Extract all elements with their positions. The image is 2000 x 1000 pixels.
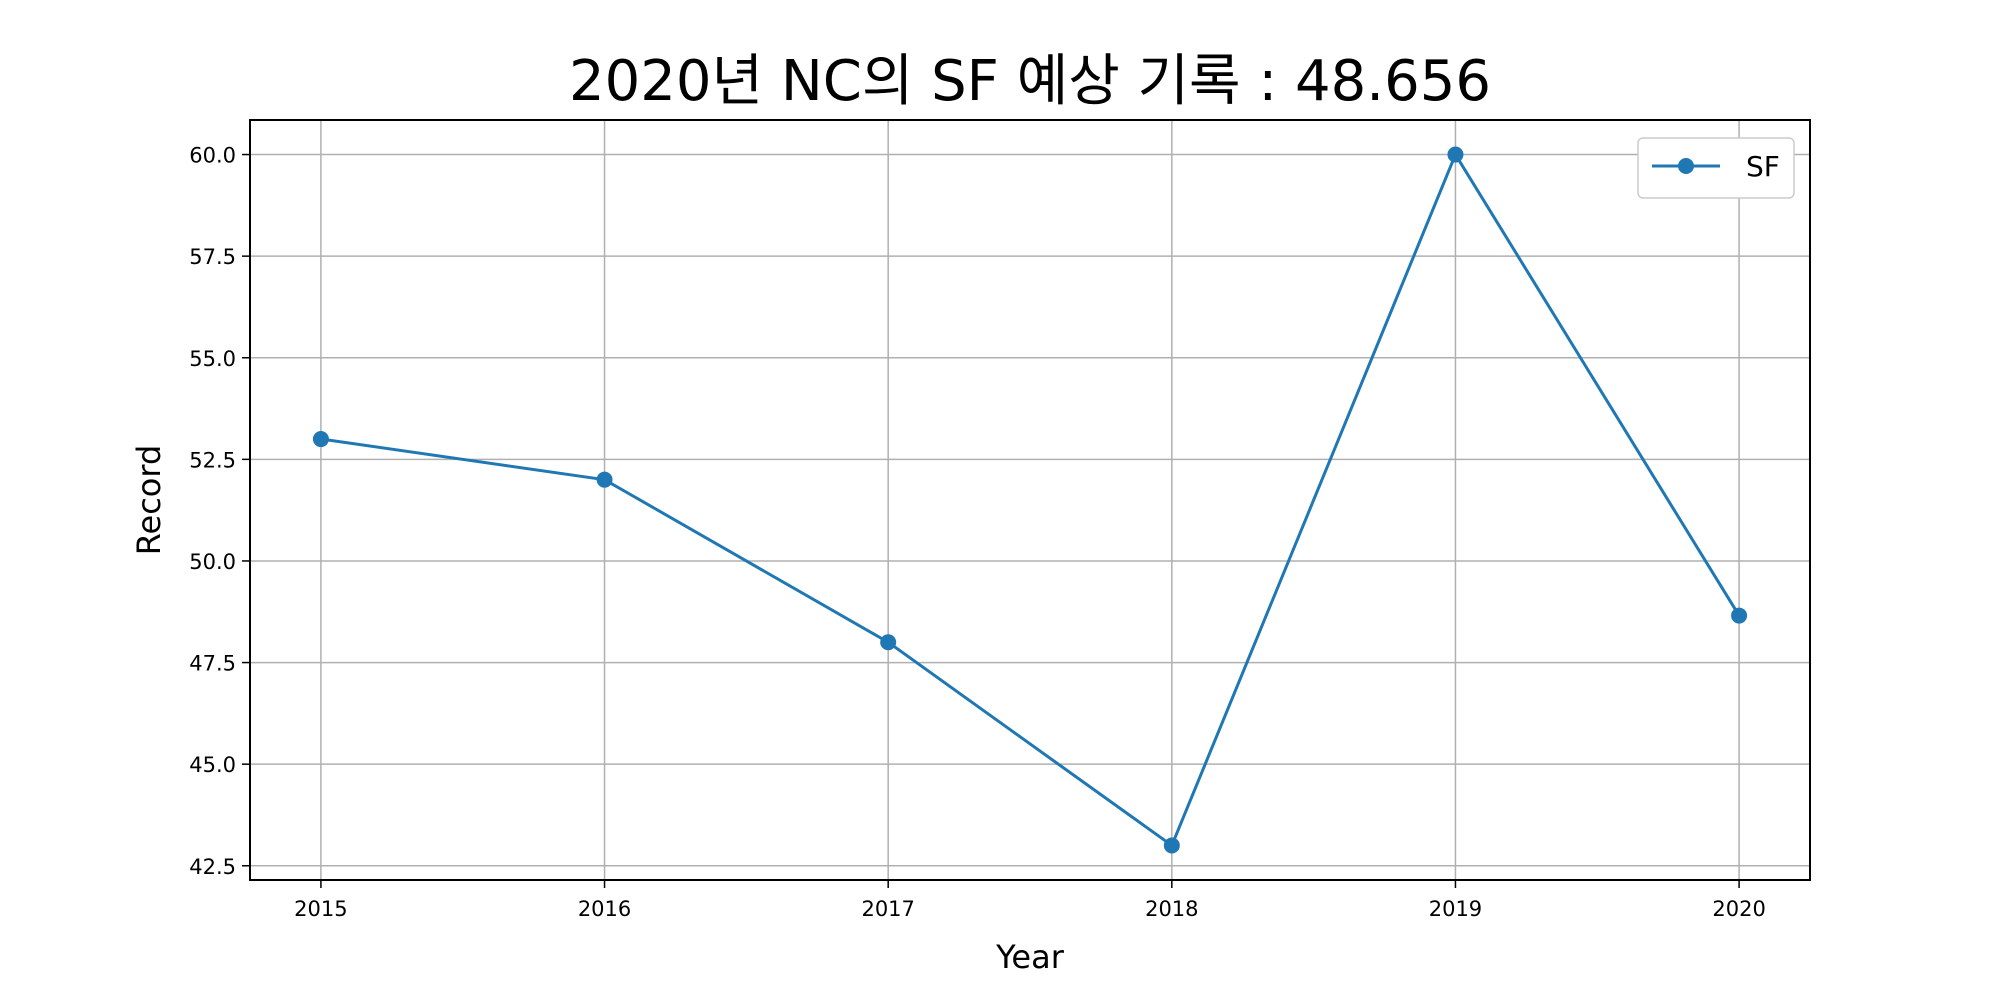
data-point bbox=[1163, 837, 1180, 854]
data-point bbox=[880, 634, 897, 651]
y-tick-label: 60.0 bbox=[189, 144, 236, 168]
x-tick-label: 2018 bbox=[1145, 897, 1198, 921]
y-tick-label: 47.5 bbox=[189, 652, 236, 676]
data-point bbox=[1447, 146, 1464, 163]
series-layer bbox=[312, 146, 1748, 854]
x-tick-label: 2019 bbox=[1429, 897, 1482, 921]
plot-frame bbox=[249, 119, 1811, 881]
x-axis-label: Year bbox=[995, 938, 1065, 976]
y-tick-label: 42.5 bbox=[189, 855, 236, 879]
y-axis-label: Record bbox=[130, 445, 168, 556]
data-point bbox=[596, 471, 613, 488]
y-tick-label: 55.0 bbox=[189, 347, 236, 371]
y-tick-label: 45.0 bbox=[189, 753, 236, 777]
x-tick-label: 2015 bbox=[294, 897, 347, 921]
legend-box bbox=[1637, 137, 1795, 199]
data-point bbox=[1731, 607, 1748, 624]
x-tick-label: 2020 bbox=[1712, 897, 1765, 921]
legend-label-sf: SF bbox=[1746, 150, 1780, 183]
x-tick-label: 2017 bbox=[861, 897, 914, 921]
legend: SF bbox=[1637, 137, 1795, 199]
grid-lines bbox=[250, 120, 1810, 880]
x-tick-label: 2016 bbox=[578, 897, 631, 921]
series-line-sf bbox=[320, 153, 1741, 847]
y-tick-label: 57.5 bbox=[189, 245, 236, 269]
y-tick-label: 52.5 bbox=[189, 448, 236, 472]
chart-title: 2020년 NC의 SF 예상 기록 : 48.656 bbox=[569, 49, 1491, 114]
y-tick-label: 50.0 bbox=[189, 550, 236, 574]
data-point bbox=[312, 431, 329, 448]
legend-marker-sf bbox=[1678, 158, 1694, 174]
axis-ticks: 2015 2016 2017 2018 2019 2020 42.5 45.0 47.5 50.0… bbox=[189, 144, 1766, 921]
